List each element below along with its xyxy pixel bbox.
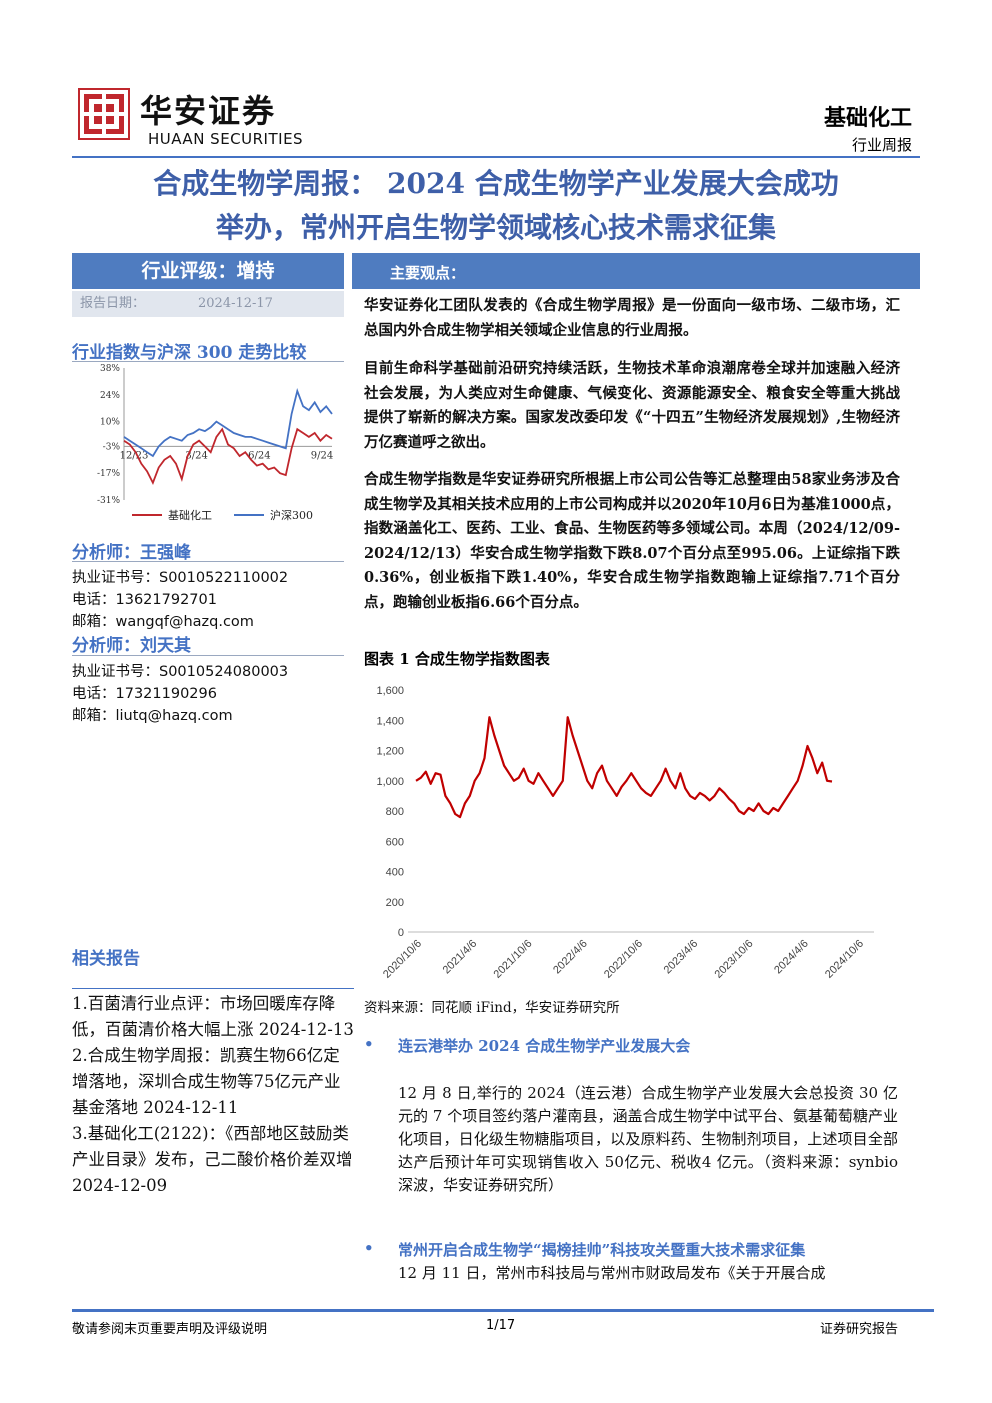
logo-icon [78,88,130,140]
main-points-header: 主要观点： [352,253,920,289]
y-tick-label: 38% [100,364,120,374]
news-heading-1: 连云港举办 2024 合成生物学产业发展大会 [398,1037,691,1055]
report-date-label: 报告日期： [80,296,146,311]
analyst1-title: 分析师：王强峰 [72,543,191,563]
x-tick-label: 9/24 [311,450,333,461]
y-tick-label: -3% [103,442,121,452]
figure-source: 资料来源：同花顺 iFind，华安证券研究所 [364,1000,620,1016]
summary-paragraph-2: 目前生命科学基础前沿研究持续活跃，生物技术革命浪潮席卷全球并加速融入经济社会发展… [364,360,900,451]
report-title-line2: 举办，常州开启生物学领域核心技术需求征集 [215,211,776,244]
analyst1-phone: 电话：13621792701 [72,592,217,608]
y-tick-label: 1,200 [376,746,404,758]
news-body-2: 12 月 11 日，常州市科技局与常州市财政局发布《关于开展合成 [398,1264,826,1282]
y-tick-label: 400 [386,867,404,879]
index-comparison-title: 行业指数与沪深 300 走势比较 [72,343,307,363]
x-tick-label: 6/24 [248,450,270,461]
bullet-icon: • [364,1239,374,1257]
legend-label: 基础化工 [168,508,212,522]
summary-paragraph-3: 合成生物学指数是华安证券研究所根据上市公司公告等汇总整理由58家业务涉及合成生物… [364,471,900,611]
x-tick-label: 3/24 [185,450,207,461]
x-tick-label: 2024/4/6 [772,938,811,977]
y-tick-label: 1,000 [376,776,404,788]
sector-label: 基础化工 [823,105,912,131]
y-tick-label: 10% [100,418,120,428]
analyst1-cert: 执业证书号：S0010522110002 [72,570,289,586]
y-tick-label: 0 [398,927,404,939]
section-divider [72,655,344,656]
section-divider [72,561,344,562]
footer-divider [72,1309,934,1312]
footer-disclaimer: 敬请参阅末页重要声明及评级说明 [72,1322,268,1337]
legend-label: 沪深300 [270,508,313,522]
news-heading-2: 常州开启合成生物学“揭榜挂帅”科技攻关暨重大技术需求征集 [398,1241,806,1259]
analyst2-title: 分析师：刘天其 [72,636,191,656]
logo-text-cn: 华安证券 [140,92,277,130]
bullet-icon: • [364,1035,374,1053]
y-tick-label: -17% [97,469,120,479]
related-report-item[interactable]: 3.基础化工(2122)：《西部地区鼓励类产业目录》发布，己二酸价格价差双增 2… [72,1124,353,1195]
report-title-line1: 合成生物学周报： 2024 合成生物学产业发展大会成功 [153,167,839,200]
y-tick-label: 600 [386,836,404,848]
report-date-value: 2024-12-17 [198,296,273,311]
main-points-label: 主要观点： [390,264,466,282]
index-comparison-chart: 38% 24% 10% -3% -17% -31% 12/23 3/24 6/24 9/24 基础化… [97,364,333,522]
footer-report-label: 证券研究报告 [819,1322,898,1337]
analyst1-email[interactable]: 邮箱：wangqf@hazq.com [72,614,254,630]
y-tick-label: 800 [386,806,404,818]
x-tick-label: 2021/10/6 [492,938,535,981]
y-tick-label: 200 [386,897,404,909]
analyst2-cert: 执业证书号：S0010524080003 [72,664,289,680]
x-tick-label: 2022/10/6 [602,938,645,981]
y-tick-label: 1,400 [376,715,404,727]
section-divider [72,361,344,362]
section-divider [72,988,354,989]
synbio-index-chart: 1,600 1,400 1,200 1,000 800 600 400 200 02020/10… [376,685,874,981]
x-tick-label: 12/23 [120,450,149,461]
y-tick-label: 24% [100,391,120,401]
series-line [123,427,333,486]
report-type-label: 行业周报 [851,136,912,154]
y-tick-label: 1,600 [376,685,404,697]
x-tick-label: 2024/10/6 [823,938,866,981]
summary-paragraph-1: 华安证券化工团队发表的《合成生物学周报》是一份面向一级市场、二级市场，汇总国内外… [364,297,900,339]
report-date-box: 报告日期： 2024-12-17 [72,291,344,317]
y-tick-label: -31% [97,496,120,506]
series-line [415,716,833,819]
x-tick-label: 2021/4/6 [441,938,480,977]
news-body-1: 12 月 8 日,举行的 2024（连云港）合成生物学产业发展大会总投资 30 … [398,1084,898,1194]
analyst2-phone: 电话：17321190296 [72,686,217,702]
related-report-item[interactable]: 1.百菌清行业点评：市场回暖库存降低，百菌清价格大幅上涨 2024-12-13 [72,994,354,1039]
x-tick-label: 2022/4/6 [551,938,590,977]
related-reports-title: 相关报告 [72,949,140,969]
related-reports-list: 1.百菌清行业点评：市场回暖库存降低，百菌清价格大幅上涨 2024-12-13 … [72,991,354,1199]
analyst2-email[interactable]: 邮箱：liutq@hazq.com [72,708,233,724]
header-divider [72,156,920,158]
logo-text-en: HUAAN SECURITIES [148,130,304,148]
x-tick-label: 2023/4/6 [662,938,701,977]
x-tick-label: 2020/10/6 [381,938,424,981]
related-report-item[interactable]: 2.合成生物学周报：凯赛生物66亿定增落地，深圳合成生物等75亿元产业基金落地 … [72,1046,341,1117]
series-line [123,387,333,458]
page-number: 1/17 [486,1318,516,1333]
figure-title: 图表 1 合成生物学指数图表 [364,650,550,668]
industry-rating: 行业评级：增持 [72,253,344,289]
x-tick-label: 2023/10/6 [713,938,756,981]
